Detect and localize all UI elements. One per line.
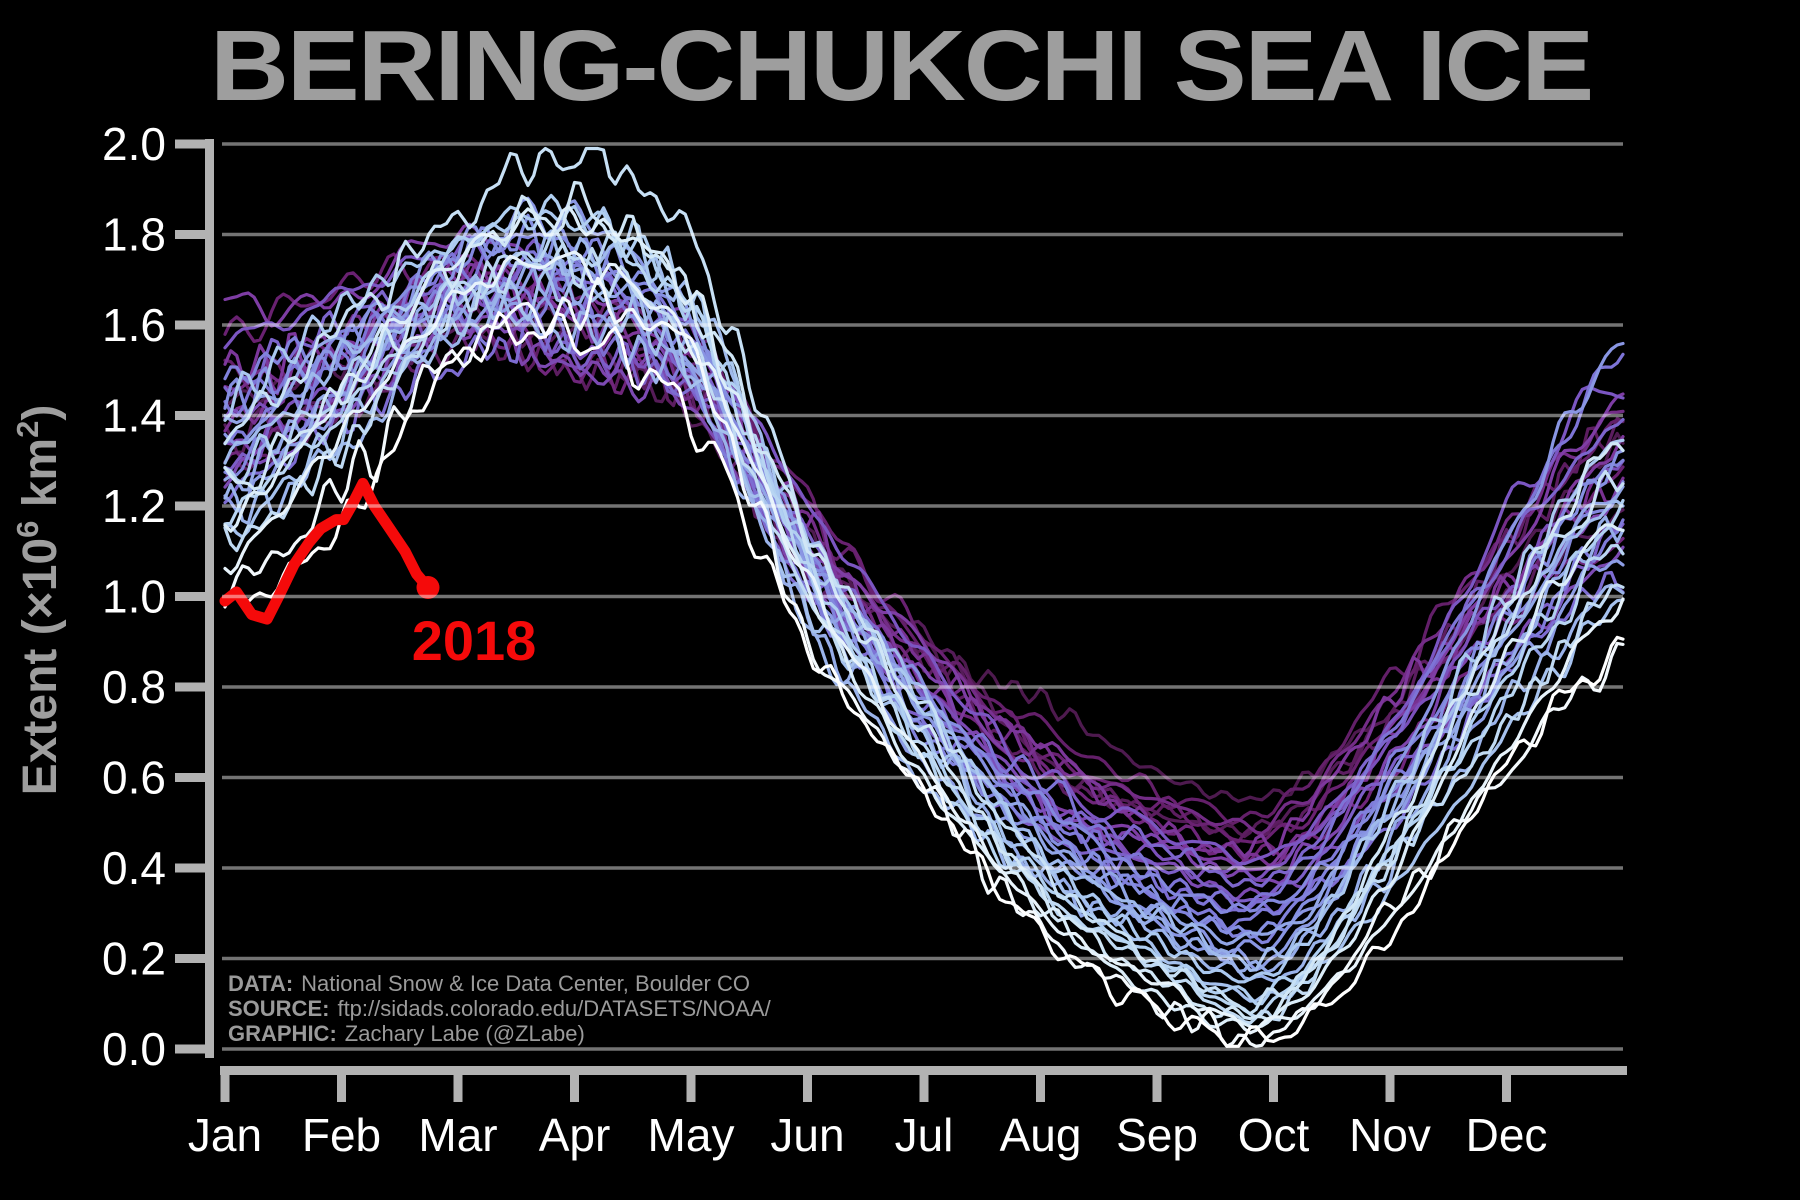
x-tick-Nov bbox=[1385, 1075, 1395, 1102]
y-tick-1.6 bbox=[175, 320, 205, 330]
x-tick-label-Aug: Aug bbox=[1000, 1109, 1082, 1161]
y-tick-label-2.0: 2.0 bbox=[102, 118, 166, 170]
y-tick-label-1.2: 1.2 bbox=[102, 480, 166, 532]
year-line-2008 bbox=[223, 204, 1625, 984]
x-tick-Sep bbox=[1152, 1075, 1162, 1102]
y-tick-2.0 bbox=[175, 139, 205, 149]
x-tick-label-Feb: Feb bbox=[302, 1109, 381, 1161]
x-tick-label-Dec: Dec bbox=[1466, 1109, 1548, 1161]
x-tick-Jan bbox=[220, 1075, 230, 1102]
year-line-1990 bbox=[223, 302, 1625, 903]
year-line-2006 bbox=[223, 229, 1625, 972]
y-axis-label-superscript-6: 6 bbox=[10, 521, 45, 538]
year-line-1985 bbox=[223, 281, 1625, 835]
x-tick-label-Jul: Jul bbox=[895, 1109, 954, 1161]
credit-data-line: DATA: National Snow & Ice Data Center, Bo… bbox=[228, 971, 750, 996]
y-tick-label-0.4: 0.4 bbox=[102, 842, 166, 894]
y-axis-label-unit: km bbox=[14, 438, 67, 521]
credit-graphic-label: GRAPHIC: bbox=[228, 1021, 337, 1046]
y-tick-0.6 bbox=[175, 773, 205, 782]
year-line-2013 bbox=[223, 180, 1625, 1022]
x-tick-Oct bbox=[1269, 1075, 1278, 1102]
y-tick-label-1.6: 1.6 bbox=[102, 299, 166, 351]
y-axis-label-superscript-2: 2 bbox=[10, 421, 45, 438]
x-tick-May bbox=[686, 1075, 696, 1102]
annotation-2018: 2018 bbox=[412, 609, 537, 672]
y-tick-0.0 bbox=[175, 1044, 205, 1054]
credit-source-text: ftp://sidads.colorado.edu/DATASETS/NOAA/ bbox=[337, 996, 771, 1021]
x-tick-Feb bbox=[337, 1075, 346, 1102]
credit-graphic-text: Zachary Labe (@ZLabe) bbox=[345, 1021, 585, 1046]
x-tick-label-Apr: Apr bbox=[539, 1109, 611, 1161]
x-tick-Dec bbox=[1502, 1075, 1511, 1102]
y-tick-1.0 bbox=[175, 592, 205, 601]
year-line-1992 bbox=[223, 233, 1625, 866]
y-axis-label: Extent (×106 km2) bbox=[10, 405, 67, 796]
y-axis-label-pre: Extent (×10 bbox=[14, 538, 67, 795]
year-line-2001 bbox=[223, 196, 1625, 963]
x-tick-Jun bbox=[803, 1075, 812, 1102]
x-tick-Mar bbox=[453, 1075, 463, 1102]
year-line-2012 bbox=[223, 146, 1625, 1016]
y-axis-label-post: ) bbox=[14, 405, 67, 421]
x-tick-Apr bbox=[570, 1075, 579, 1102]
x-tick-label-Jan: Jan bbox=[188, 1109, 262, 1161]
series-2018-endpoint-dot bbox=[416, 576, 440, 599]
y-tick-1.8 bbox=[175, 230, 205, 239]
x-tick-label-Oct: Oct bbox=[1238, 1109, 1310, 1161]
y-tick-label-0.8: 0.8 bbox=[102, 661, 166, 713]
x-tick-label-Jun: Jun bbox=[770, 1109, 844, 1161]
x-tick-label-Sep: Sep bbox=[1116, 1109, 1198, 1161]
credit-graphic-line: GRAPHIC: Zachary Labe (@ZLabe) bbox=[228, 1021, 585, 1046]
credit-source-line: SOURCE: ftp://sidads.colorado.edu/DATASET… bbox=[228, 996, 772, 1021]
x-tick-Jul bbox=[919, 1075, 929, 1102]
year-lines-layer bbox=[223, 146, 1625, 1048]
year-line-2017 bbox=[223, 311, 1625, 1048]
year-line-2015 bbox=[223, 250, 1625, 1035]
y-axis-spine bbox=[205, 139, 214, 1058]
year-line-2014 bbox=[223, 205, 1625, 1029]
credit-data-label: DATA: bbox=[228, 971, 293, 996]
y-tick-1.4 bbox=[175, 411, 205, 420]
y-tick-0.4 bbox=[175, 863, 205, 873]
y-tick-1.2 bbox=[175, 501, 205, 511]
x-tick-Aug bbox=[1036, 1075, 1045, 1102]
series-2018-layer bbox=[219, 477, 440, 625]
x-tick-label-Mar: Mar bbox=[418, 1109, 497, 1161]
axes-layer: 2.0 1.8 1.6 1.4 1.2 1.0 0.8 0.6 0.4 0.2 0.0 Jan Feb M… bbox=[102, 118, 1627, 1161]
series-2018-line bbox=[219, 477, 434, 625]
year-line-1989 bbox=[223, 297, 1625, 885]
y-tick-label-1.4: 1.4 bbox=[102, 390, 166, 442]
y-tick-0.2 bbox=[175, 954, 205, 963]
y-tick-label-1.8: 1.8 bbox=[102, 209, 166, 261]
chart-title: BERING-CHUKCHI SEA ICE bbox=[210, 10, 1592, 122]
gridlines-layer bbox=[222, 142, 1623, 1051]
credit-source-label: SOURCE: bbox=[228, 996, 329, 1021]
x-axis-bar bbox=[220, 1066, 1627, 1075]
x-tick-label-May: May bbox=[648, 1109, 735, 1161]
y-tick-label-0.2: 0.2 bbox=[102, 933, 166, 985]
y-tick-label-1.0: 1.0 bbox=[102, 571, 166, 623]
y-tick-label-0.6: 0.6 bbox=[102, 752, 166, 804]
year-line-1988 bbox=[223, 222, 1625, 872]
credit-data-text: National Snow & Ice Data Center, Boulder… bbox=[301, 971, 750, 996]
x-tick-label-Nov: Nov bbox=[1349, 1109, 1431, 1161]
y-tick-0.8 bbox=[175, 682, 205, 692]
y-tick-label-0.0: 0.0 bbox=[102, 1023, 166, 1075]
